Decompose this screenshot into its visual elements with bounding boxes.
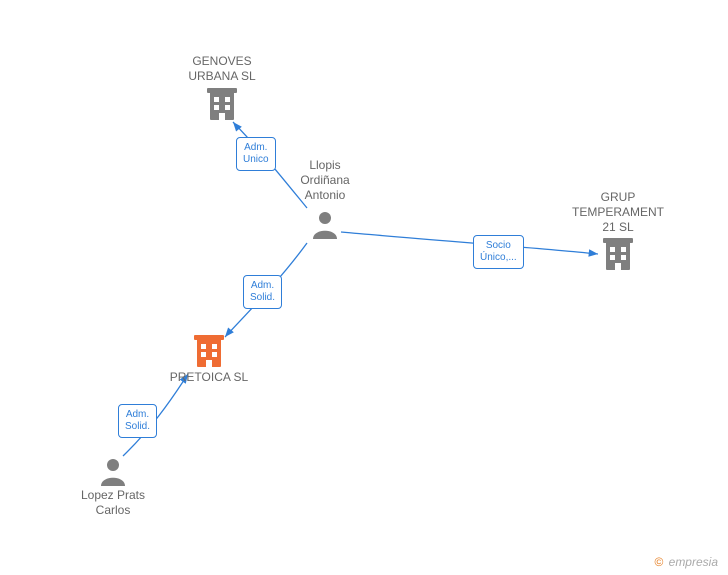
copyright-symbol: ©	[654, 555, 663, 569]
diagram-canvas: GENOVES URBANA SL GRUP TEMPERAMENT 21 SL…	[0, 0, 728, 575]
node-label: GRUP TEMPERAMENT 21 SL	[553, 190, 683, 235]
node-label: PRETOICA SL	[149, 370, 269, 385]
node-label: GENOVES URBANA SL	[167, 54, 277, 84]
building-icon	[207, 88, 237, 120]
person-icon	[312, 211, 338, 239]
edge-label-socio-unico[interactable]: Socio Único,...	[473, 235, 524, 269]
edge-label-adm-solid-2[interactable]: Adm. Solid.	[118, 404, 157, 438]
building-icon	[194, 335, 224, 367]
node-label: Llopis Ordiñana Antonio	[280, 158, 370, 203]
person-icon	[100, 458, 126, 486]
node-label: Lopez Prats Carlos	[58, 488, 168, 518]
edge-label-adm-solid[interactable]: Adm. Solid.	[243, 275, 282, 309]
watermark: © empresia	[654, 555, 718, 569]
building-icon	[603, 238, 633, 270]
edge-label-adm-unico[interactable]: Adm. Unico	[236, 137, 276, 171]
watermark-text: empresia	[669, 555, 718, 569]
